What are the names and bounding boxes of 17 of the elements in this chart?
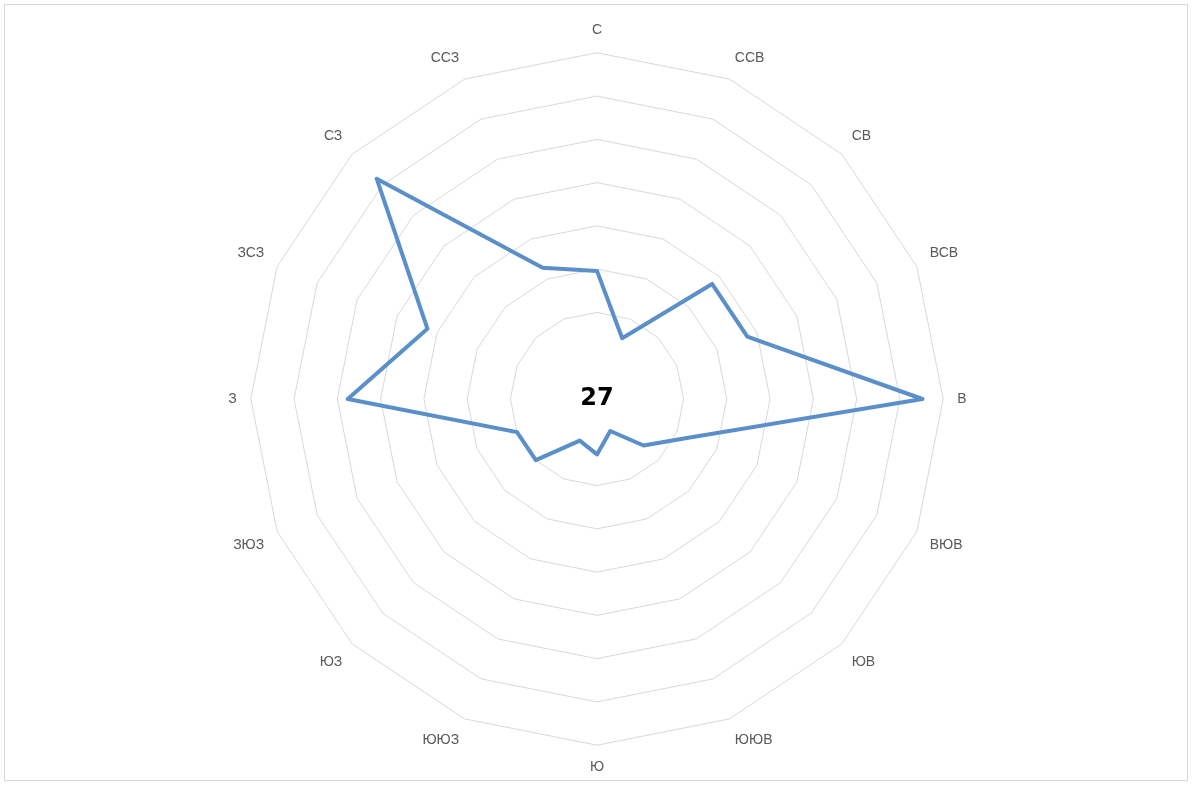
spoke-label: ВЮВ [929, 536, 963, 553]
spoke-label: СВ [851, 126, 872, 143]
spoke-label: ССВ [734, 48, 765, 65]
spoke-label: ЮЗ [319, 652, 343, 669]
spoke-label: В [957, 389, 967, 406]
spoke-label: ЗЮЗ [233, 536, 265, 553]
text: 27 [580, 383, 614, 412]
spoke-label: СЗ [323, 126, 343, 143]
spoke-label: Ю [589, 758, 605, 775]
spoke-label: ЮЮЗ [422, 731, 460, 748]
spoke-label: ЮЮВ [734, 731, 773, 748]
spoke-label: ССЗ [430, 48, 460, 65]
spoke-label: З [228, 389, 237, 406]
spoke-label: ВСВ [929, 243, 959, 260]
spoke-label: С [591, 21, 603, 38]
spoke-label: ЮВ [851, 652, 876, 669]
spoke-label: ЗСЗ [237, 243, 265, 260]
